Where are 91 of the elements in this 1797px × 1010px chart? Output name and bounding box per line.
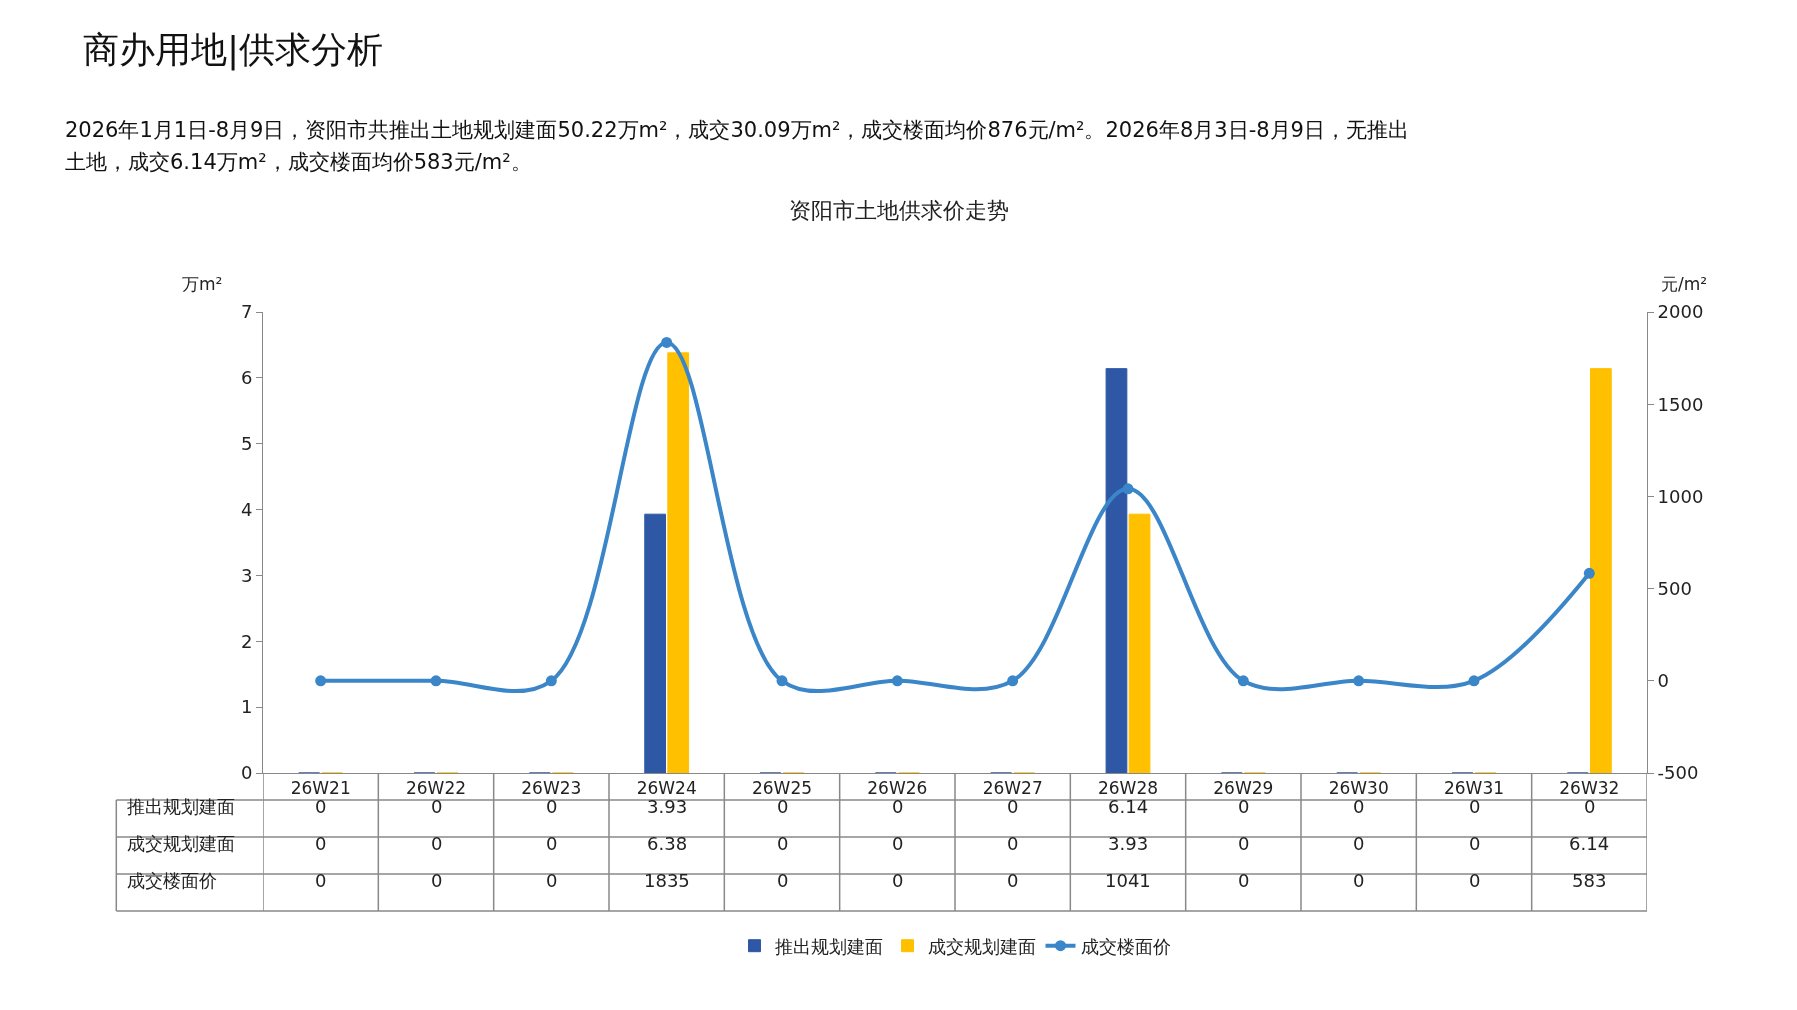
x-tick-label: 26W22 bbox=[405, 778, 467, 799]
text: 成交楼面价 bbox=[127, 870, 217, 891]
text: 商办用地|供求分析 bbox=[83, 29, 384, 71]
data-label: 6.14 bbox=[1108, 796, 1149, 817]
bar bbox=[667, 352, 690, 773]
data-label: 1041 bbox=[1105, 870, 1151, 891]
data-label: 0 bbox=[315, 870, 327, 891]
point bbox=[1122, 483, 1134, 495]
x-tick-label: 26W28 bbox=[1097, 778, 1159, 799]
y2-tick-label: 0 bbox=[1657, 670, 1670, 692]
data-label: 6.14 bbox=[1569, 833, 1610, 854]
y2-tick-label: 1500 bbox=[1657, 393, 1704, 415]
data-label: 0 bbox=[431, 796, 443, 817]
data-label: 0 bbox=[1007, 870, 1019, 891]
x-tick-label: 26W32 bbox=[1559, 778, 1620, 799]
point bbox=[1353, 675, 1365, 687]
x-tick-label: 26W30 bbox=[1328, 778, 1389, 799]
x-tick-label: 26W29 bbox=[1213, 778, 1274, 799]
data-label: 0 bbox=[777, 796, 789, 817]
point bbox=[430, 675, 442, 687]
bar bbox=[644, 513, 667, 773]
data-label: 1835 bbox=[644, 870, 690, 891]
data-label: 6.38 bbox=[647, 833, 688, 854]
bar bbox=[1589, 368, 1612, 773]
data-label: 0 bbox=[315, 833, 327, 854]
y-tick-label: 0 bbox=[240, 762, 253, 784]
y2-tick-label: -500 bbox=[1657, 762, 1699, 784]
bar bbox=[1128, 513, 1151, 773]
x-tick-label: 26W27 bbox=[982, 778, 1043, 799]
text: 推出规划建面 bbox=[127, 796, 235, 817]
x-tick-label: 26W25 bbox=[751, 778, 813, 799]
legend-label: 成交规划建面 bbox=[927, 935, 1036, 957]
point bbox=[1007, 675, 1019, 687]
legend-label: 成交楼面价 bbox=[1080, 935, 1171, 957]
data-label: 0 bbox=[431, 833, 443, 854]
data-label: 0 bbox=[892, 870, 904, 891]
y-tick-label: 1 bbox=[240, 696, 253, 718]
data-label: 0 bbox=[1353, 796, 1365, 817]
point bbox=[776, 675, 788, 687]
data-label: 0 bbox=[1007, 796, 1019, 817]
data-label: 583 bbox=[1572, 870, 1607, 891]
point bbox=[661, 336, 673, 348]
x-tick-label: 26W31 bbox=[1443, 778, 1505, 799]
data-label: 0 bbox=[1469, 796, 1481, 817]
data-label: 3.93 bbox=[1108, 833, 1149, 854]
data-label: 0 bbox=[546, 796, 558, 817]
data-label: 0 bbox=[1238, 870, 1250, 891]
legend-label: 推出规划建面 bbox=[774, 935, 883, 957]
y2-tick-label: 2000 bbox=[1657, 301, 1704, 323]
y-tick-label: 5 bbox=[240, 433, 253, 455]
y-tick-label: 7 bbox=[240, 301, 253, 323]
point bbox=[1583, 567, 1595, 579]
point bbox=[891, 675, 903, 687]
data-label: 3.93 bbox=[647, 796, 688, 817]
data-label: 0 bbox=[1007, 833, 1019, 854]
text: 2026年1月1日-8月9日，资阳市共推出土地规划建面50.22万m²，成交30.09万m²，成交楼面均价876元/m²。2026年8月3日-8月9日，无推出 bbox=[65, 118, 1409, 142]
text: 土地，成交6.14万m²，成交楼面均价583元/m²。 bbox=[65, 150, 532, 174]
y2-tick-label: 1000 bbox=[1657, 485, 1704, 507]
data-label: 0 bbox=[1469, 870, 1481, 891]
point bbox=[315, 675, 327, 687]
text: 成交规划建面 bbox=[127, 833, 235, 854]
point bbox=[545, 675, 557, 687]
data-label: 0 bbox=[892, 833, 904, 854]
y-tick-label: 2 bbox=[240, 630, 253, 652]
x-tick-label: 26W21 bbox=[290, 778, 351, 799]
data-label: 0 bbox=[1238, 796, 1250, 817]
data-label: 0 bbox=[777, 870, 789, 891]
data-label: 0 bbox=[431, 870, 443, 891]
y2-axis-title: 元/m² bbox=[1661, 274, 1708, 294]
data-label: 0 bbox=[315, 796, 327, 817]
y-tick-label: 4 bbox=[240, 498, 253, 520]
y-tick-label: 3 bbox=[240, 564, 253, 586]
data-label: 0 bbox=[1584, 796, 1596, 817]
data-label: 0 bbox=[1469, 833, 1481, 854]
data-label: 0 bbox=[1353, 833, 1365, 854]
data-label: 0 bbox=[777, 833, 789, 854]
data-label: 0 bbox=[1353, 870, 1365, 891]
y2-tick-label: 500 bbox=[1657, 577, 1692, 599]
y-axis-title: 万m² bbox=[182, 274, 223, 294]
x-tick-label: 26W26 bbox=[867, 778, 928, 799]
bar bbox=[1105, 368, 1128, 773]
data-label: 0 bbox=[546, 870, 558, 891]
y-tick-label: 6 bbox=[240, 367, 253, 389]
point bbox=[1468, 675, 1480, 687]
x-tick-label: 26W23 bbox=[521, 778, 582, 799]
data-label: 0 bbox=[1238, 833, 1250, 854]
data-label: 0 bbox=[892, 796, 904, 817]
data-label: 0 bbox=[546, 833, 558, 854]
point bbox=[1237, 675, 1249, 687]
chart-title: 资阳市土地供求价走势 bbox=[788, 197, 1009, 223]
x-tick-label: 26W24 bbox=[636, 778, 697, 799]
